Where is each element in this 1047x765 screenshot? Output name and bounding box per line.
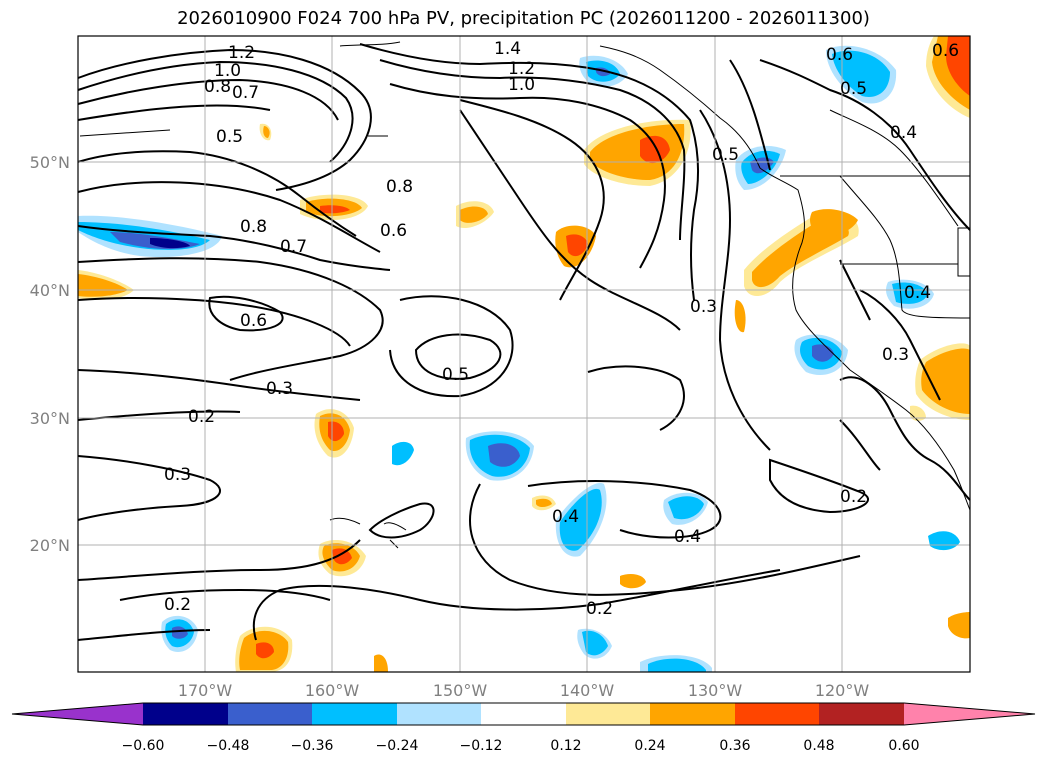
colorbar: −0.60 −0.48 −0.36 −0.24 −0.12 0.12 0.24 …: [11, 702, 1036, 754]
contour-label: 1.4: [494, 39, 521, 59]
colorbar-segment: [312, 703, 397, 725]
longitude-labels: 170°W 160°W 150°W 140°W 130°W 120°W: [178, 681, 870, 700]
contour-label: 0.4: [674, 527, 701, 547]
pv-contours: [77, 43, 971, 641]
colorbar-segment: [228, 703, 312, 725]
lon-label: 160°W: [305, 681, 360, 700]
contour-label: 0.4: [904, 283, 931, 303]
contour-label: 0.6: [380, 221, 407, 241]
graticule: [78, 36, 970, 672]
contour-label: 0.7: [232, 83, 259, 103]
colorbar-segment: [904, 703, 1035, 725]
colorbar-tick: 0.48: [803, 738, 834, 754]
contour-label: 0.3: [164, 465, 191, 485]
contour-label: 1.2: [508, 59, 535, 79]
colorbar-tick: 0.24: [634, 738, 665, 754]
colorbar-tick: −0.48: [207, 738, 250, 754]
colorbar-segment: [566, 703, 650, 725]
contour-label: 0.8: [386, 177, 413, 197]
colorbar-segment: [819, 703, 904, 725]
contour-label-group: 1.2 1.4 1.2 1.0 1.0 0.8 0.7 0.5 0.6 0.5 …: [164, 39, 959, 619]
lon-label: 120°W: [815, 681, 870, 700]
contour-label: 1.0: [214, 61, 241, 81]
contour-label: 0.5: [442, 365, 469, 385]
lat-label: 20°N: [30, 536, 70, 555]
contour-label: 0.2: [840, 487, 867, 507]
contour-label: 0.6: [826, 45, 853, 65]
contour-label: 0.2: [188, 407, 215, 427]
contour-label: 0.3: [266, 379, 293, 399]
colorbar-tick: 0.12: [550, 738, 581, 754]
plot-area: [77, 35, 971, 673]
map-title: 2026010900 F024 700 hPa PV, precipitatio…: [177, 8, 870, 29]
contour-label: 0.8: [204, 77, 231, 97]
colorbar-segment: [650, 703, 735, 725]
lat-label: 50°N: [30, 153, 70, 172]
colorbar-segment: [397, 703, 481, 725]
contour-label: 0.5: [840, 79, 867, 99]
lon-label: 170°W: [178, 681, 233, 700]
contour-label: 1.2: [228, 43, 255, 63]
colorbar-segment: [143, 703, 228, 725]
latitude-labels: 50°N 40°N 30°N 20°N: [30, 153, 70, 555]
coastlines: [79, 41, 971, 549]
lat-label: 40°N: [30, 281, 70, 300]
colorbar-segment: [735, 703, 819, 725]
lon-label: 130°W: [688, 681, 743, 700]
contour-label: 0.6: [932, 41, 959, 61]
contour-label: 0.4: [552, 507, 579, 527]
colorbar-segment: [481, 703, 566, 725]
colorbar-tick: −0.60: [122, 738, 165, 754]
colorbar-tick: −0.24: [376, 738, 419, 754]
contour-label: 0.7: [280, 237, 307, 257]
contour-label: 0.8: [240, 217, 267, 237]
colorbar-tick: −0.12: [460, 738, 503, 754]
contour-label: 0.5: [712, 145, 739, 165]
contour-label: 0.2: [164, 595, 191, 615]
contour-label: 0.4: [890, 123, 917, 143]
colorbar-segment: [12, 703, 143, 725]
colorbar-tick: 0.60: [888, 738, 919, 754]
colorbar-tick: −0.36: [291, 738, 334, 754]
contour-label: 0.3: [882, 345, 909, 365]
lon-label: 150°W: [433, 681, 488, 700]
contour-label: 0.3: [690, 297, 717, 317]
contour-label: 0.5: [216, 127, 243, 147]
contour-label: 0.6: [240, 311, 267, 331]
lat-label: 30°N: [30, 409, 70, 428]
contour-label: 1.0: [508, 75, 535, 95]
lon-label: 140°W: [560, 681, 615, 700]
colorbar-tick: 0.36: [719, 738, 750, 754]
contour-label: 0.2: [586, 599, 613, 619]
